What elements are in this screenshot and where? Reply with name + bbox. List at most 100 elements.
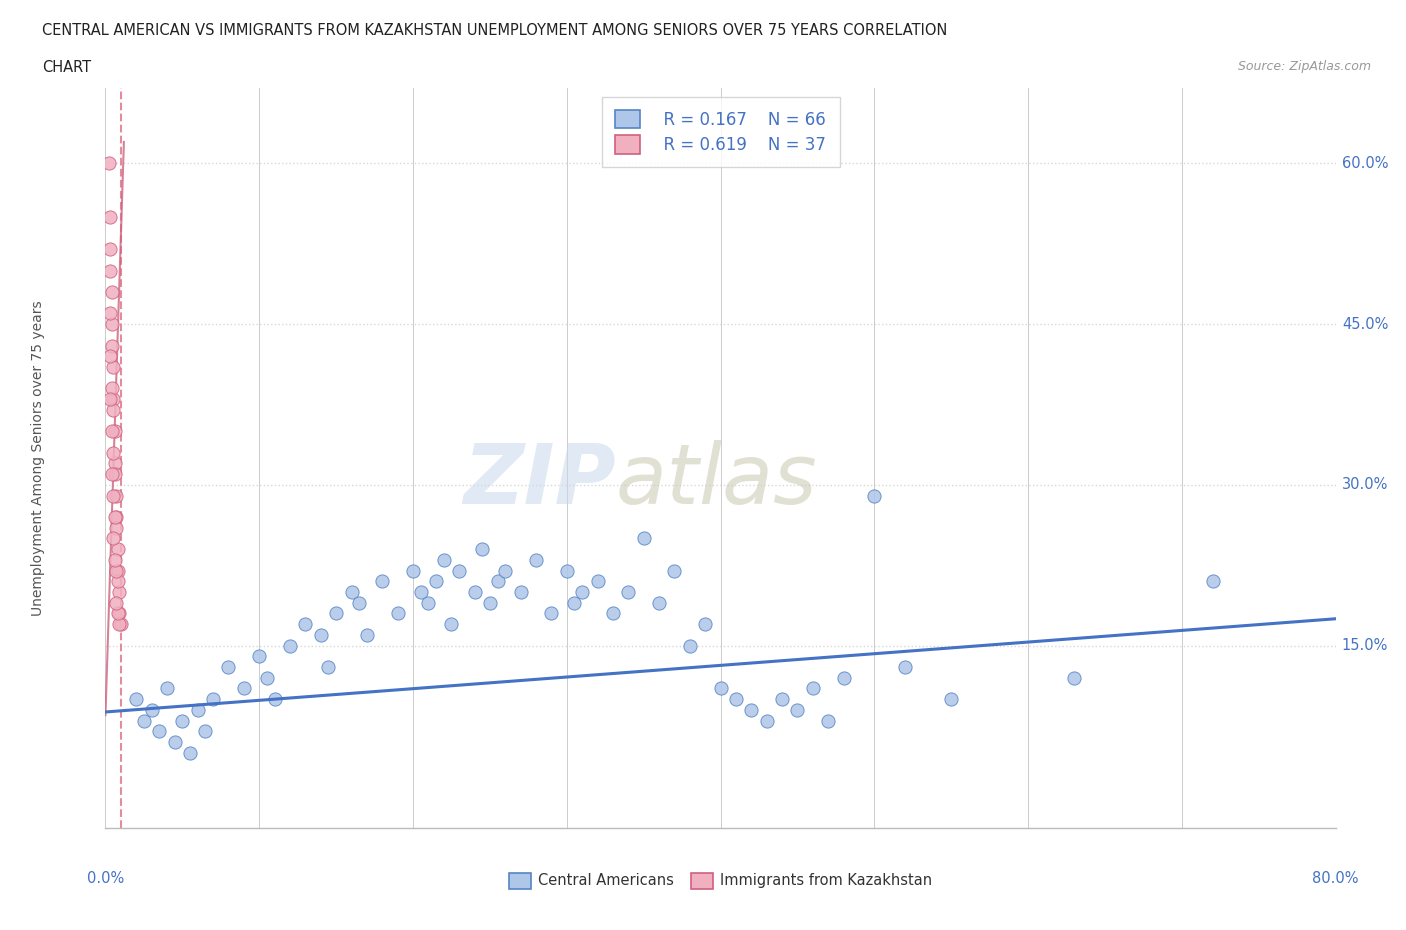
Point	[105, 488, 128, 503]
Point	[263, 692, 285, 707]
Point	[105, 510, 128, 525]
Point	[1063, 671, 1085, 685]
Point	[540, 606, 562, 621]
Point	[524, 552, 547, 567]
Point	[409, 585, 432, 600]
Text: CHART: CHART	[42, 60, 91, 75]
Text: ZIP: ZIP	[464, 440, 616, 521]
Point	[801, 681, 824, 696]
Point	[232, 681, 254, 696]
Point	[125, 692, 148, 707]
Point	[294, 617, 316, 631]
Point	[101, 360, 124, 375]
Point	[101, 392, 124, 406]
Point	[418, 595, 440, 610]
Point	[648, 595, 671, 610]
Point	[202, 692, 225, 707]
Point	[172, 713, 194, 728]
Point	[107, 606, 129, 621]
Point	[941, 692, 963, 707]
Point	[100, 339, 122, 353]
Point	[100, 285, 122, 299]
Text: Source: ZipAtlas.com: Source: ZipAtlas.com	[1237, 60, 1371, 73]
Point	[356, 628, 378, 643]
Point	[571, 585, 593, 600]
Point	[325, 606, 347, 621]
Point	[832, 671, 855, 685]
Point	[97, 156, 120, 171]
Point	[101, 531, 124, 546]
Point	[100, 381, 122, 396]
Point	[98, 306, 121, 321]
Point	[108, 606, 131, 621]
Point	[347, 595, 370, 610]
Point	[425, 574, 447, 589]
Point	[163, 735, 186, 750]
Point	[633, 531, 655, 546]
Point	[440, 617, 463, 631]
Point	[863, 488, 886, 503]
Point	[710, 681, 733, 696]
Point	[104, 424, 127, 439]
Point	[278, 638, 301, 653]
Point	[449, 563, 471, 578]
Point	[478, 595, 501, 610]
Point	[509, 585, 531, 600]
Point	[770, 692, 793, 707]
Point	[1201, 574, 1223, 589]
Point	[602, 606, 624, 621]
Point	[156, 681, 179, 696]
Text: 60.0%: 60.0%	[1341, 156, 1388, 171]
Point	[817, 713, 839, 728]
Legend: Central Americans, Immigrants from Kazakhstan: Central Americans, Immigrants from Kazak…	[503, 867, 938, 895]
Point	[101, 403, 124, 418]
Point	[179, 745, 201, 760]
Point	[786, 702, 808, 717]
Point	[256, 671, 278, 685]
Point	[586, 574, 609, 589]
Point	[104, 510, 127, 525]
Point	[107, 541, 129, 556]
Point	[101, 445, 124, 460]
Point	[105, 595, 128, 610]
Point	[108, 617, 131, 631]
Point	[194, 724, 217, 738]
Point	[555, 563, 578, 578]
Point	[105, 520, 128, 535]
Point	[564, 595, 586, 610]
Point	[371, 574, 394, 589]
Point	[141, 702, 163, 717]
Point	[664, 563, 686, 578]
Text: atlas: atlas	[616, 440, 818, 521]
Point	[617, 585, 640, 600]
Point	[107, 563, 129, 578]
Text: 30.0%: 30.0%	[1341, 477, 1388, 492]
Point	[464, 585, 486, 600]
Point	[755, 713, 778, 728]
Point	[100, 424, 122, 439]
Point	[100, 316, 122, 331]
Point	[387, 606, 409, 621]
Point	[894, 659, 917, 674]
Point	[104, 456, 127, 471]
Point	[110, 617, 132, 631]
Text: 15.0%: 15.0%	[1341, 638, 1388, 653]
Point	[100, 467, 122, 482]
Point	[108, 585, 131, 600]
Point	[101, 488, 124, 503]
Point	[148, 724, 170, 738]
Point	[98, 263, 121, 278]
Point	[679, 638, 702, 653]
Point	[486, 574, 509, 589]
Point	[318, 659, 340, 674]
Text: 0.0%: 0.0%	[87, 870, 124, 885]
Point	[187, 702, 209, 717]
Point	[104, 552, 127, 567]
Point	[98, 242, 121, 257]
Point	[494, 563, 516, 578]
Point	[98, 209, 121, 224]
Point	[740, 702, 762, 717]
Point	[104, 467, 127, 482]
Point	[132, 713, 155, 728]
Point	[107, 574, 129, 589]
